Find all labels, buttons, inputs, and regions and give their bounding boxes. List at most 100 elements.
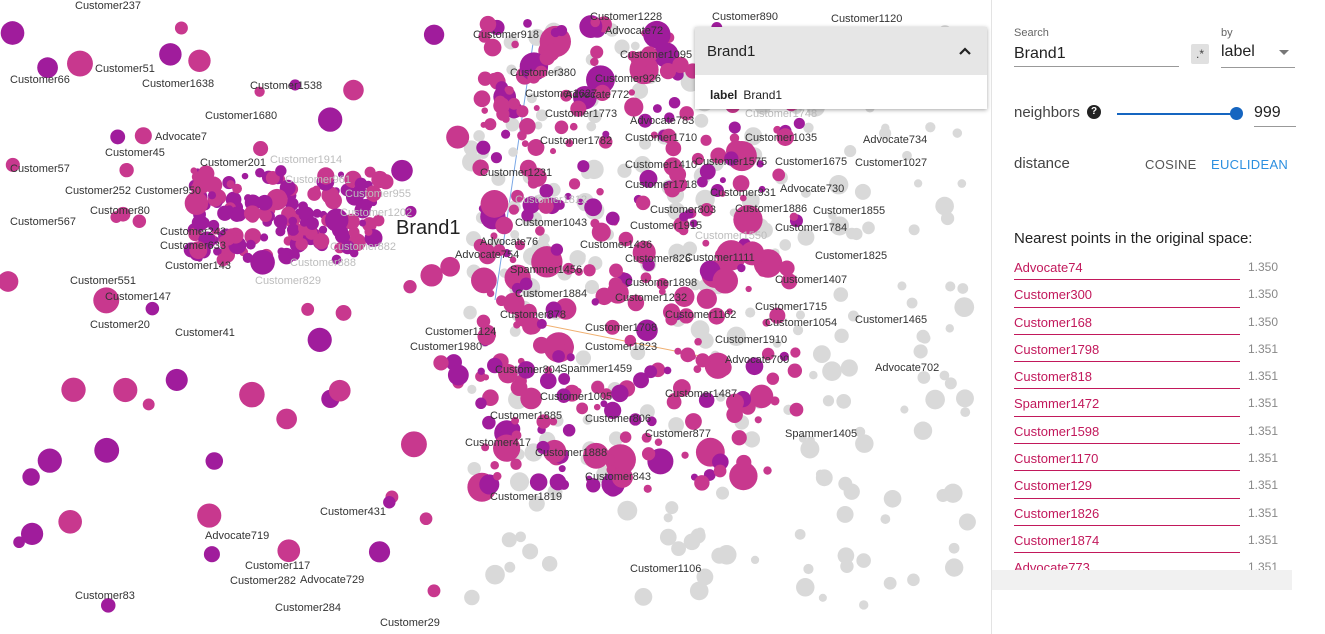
point-label[interactable]: Customer1886 — [735, 203, 807, 215]
data-point[interactable] — [547, 43, 556, 52]
data-point[interactable] — [490, 232, 498, 240]
data-point[interactable] — [566, 353, 575, 362]
point-label[interactable]: Customer1228 — [590, 11, 662, 23]
data-point[interactable] — [514, 309, 533, 327]
data-point[interactable] — [159, 43, 182, 66]
data-point[interactable] — [188, 49, 211, 72]
data-point[interactable] — [798, 434, 807, 443]
point-label[interactable]: Customer1575 — [695, 156, 767, 168]
point-label[interactable]: Customer57 — [10, 163, 70, 175]
data-point[interactable] — [486, 289, 495, 298]
nearest-point-row[interactable]: Customer168 1.350 — [1014, 311, 1284, 338]
data-point[interactable] — [714, 248, 727, 261]
data-point[interactable] — [192, 175, 211, 194]
data-point[interactable] — [695, 353, 710, 368]
point-label[interactable]: Customer117 — [245, 560, 310, 572]
data-point[interactable] — [939, 370, 950, 381]
data-point[interactable] — [691, 152, 705, 166]
data-point[interactable] — [318, 225, 328, 235]
data-point[interactable] — [509, 325, 521, 337]
nearest-point-row[interactable]: Customer1170 1.351 — [1014, 447, 1284, 474]
point-label[interactable]: Customer888 — [290, 257, 356, 269]
point-label[interactable]: Customer1718 — [625, 179, 697, 191]
nearest-point-name[interactable]: Customer818 — [1014, 369, 1093, 385]
point-label[interactable]: Customer284 — [275, 602, 341, 614]
data-point[interactable] — [793, 117, 805, 129]
data-point[interactable] — [781, 273, 798, 290]
data-point[interactable] — [553, 65, 564, 76]
data-point[interactable] — [550, 243, 564, 256]
data-point[interactable] — [479, 474, 500, 495]
data-point[interactable] — [371, 170, 389, 188]
data-point[interactable] — [745, 285, 752, 293]
data-point[interactable] — [608, 277, 623, 292]
data-point[interactable] — [590, 57, 599, 67]
data-point[interactable] — [803, 122, 814, 133]
data-point[interactable] — [539, 50, 555, 66]
data-point[interactable] — [847, 310, 859, 322]
point-label[interactable]: Customer1638 — [142, 78, 214, 90]
scatter-plot[interactable]: Customer237 Customer1228 Customer890 Custom… — [0, 0, 990, 634]
nearest-point-row[interactable]: Advocate74 1.350 — [1014, 256, 1284, 283]
data-point[interactable] — [789, 212, 799, 221]
data-point[interactable] — [797, 228, 815, 246]
data-point[interactable] — [618, 231, 634, 247]
data-point[interactable] — [902, 150, 912, 161]
data-point[interactable] — [770, 396, 780, 406]
data-point[interactable] — [726, 308, 733, 315]
nearest-point-name[interactable]: Advocate773 — [1014, 560, 1090, 570]
data-point[interactable] — [510, 458, 522, 470]
point-label[interactable]: Customer1819 — [490, 491, 562, 503]
point-label[interactable]: Customer1232 — [615, 292, 687, 304]
data-point[interactable] — [661, 128, 677, 144]
point-label[interactable]: Customer1884 — [515, 288, 587, 300]
point-label[interactable]: Customer551 — [70, 275, 136, 287]
data-point[interactable] — [681, 451, 689, 459]
data-point[interactable] — [481, 107, 488, 114]
data-point[interactable] — [520, 387, 542, 410]
data-point[interactable] — [464, 589, 480, 606]
data-point[interactable] — [541, 556, 558, 572]
data-point[interactable] — [544, 366, 553, 374]
data-point[interactable] — [585, 475, 593, 483]
data-point[interactable] — [958, 513, 976, 531]
data-point[interactable] — [325, 208, 349, 232]
data-point[interactable] — [577, 160, 590, 173]
nearest-point-row[interactable]: Customer818 1.351 — [1014, 365, 1284, 392]
data-point[interactable] — [883, 489, 902, 508]
data-point[interactable] — [955, 389, 974, 408]
data-point[interactable] — [696, 176, 708, 188]
search-input[interactable] — [1014, 42, 1179, 67]
data-point[interactable] — [696, 568, 714, 586]
point-label[interactable]: Customer804 — [495, 364, 561, 376]
data-point[interactable] — [627, 294, 645, 312]
data-point[interactable] — [538, 233, 550, 245]
data-point[interactable] — [493, 471, 502, 481]
point-label[interactable]: Customer1436 — [580, 239, 652, 251]
point-label[interactable]: Customer1627 — [525, 88, 597, 100]
data-point[interactable] — [790, 347, 801, 358]
data-point[interactable] — [699, 163, 716, 180]
data-point[interactable] — [739, 194, 747, 202]
data-point[interactable] — [846, 227, 858, 240]
data-point[interactable] — [843, 483, 860, 500]
data-point[interactable] — [596, 187, 604, 196]
data-point[interactable] — [731, 430, 747, 446]
data-point[interactable] — [145, 301, 160, 316]
data-point[interactable] — [769, 307, 786, 324]
data-point[interactable] — [549, 148, 557, 155]
point-label[interactable]: Customer1487 — [665, 388, 737, 400]
point-label[interactable]: Customer143 — [165, 260, 231, 272]
data-point[interactable] — [289, 79, 301, 91]
data-point[interactable] — [536, 414, 551, 429]
data-point[interactable] — [663, 366, 672, 375]
point-label[interactable]: Advocate700 — [725, 354, 789, 366]
data-point[interactable] — [216, 253, 230, 267]
point-label[interactable]: Advocate76 — [480, 236, 538, 248]
data-point[interactable] — [301, 302, 315, 316]
data-point[interactable] — [533, 104, 540, 111]
data-point[interactable] — [521, 140, 529, 147]
data-point[interactable] — [679, 106, 694, 121]
data-point[interactable] — [101, 598, 116, 613]
data-point[interactable] — [719, 177, 726, 184]
